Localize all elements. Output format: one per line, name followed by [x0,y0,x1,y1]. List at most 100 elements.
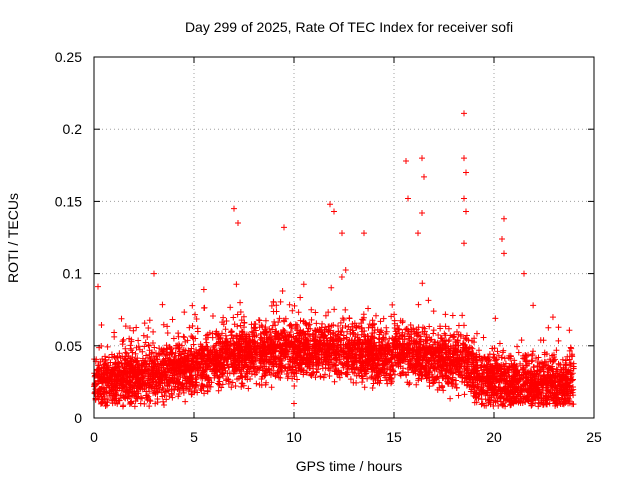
data-point [515,349,522,356]
data-point [313,368,320,375]
data-point [95,366,102,373]
data-point [98,322,105,329]
data-point [189,323,196,330]
data-point [197,355,204,362]
data-point [154,395,161,402]
data-point [163,396,170,403]
data-point [159,351,166,358]
data-point [436,353,443,360]
data-point [204,346,211,353]
data-point [395,336,402,343]
data-point [409,345,416,352]
data-point [98,367,105,374]
data-point [298,333,304,340]
data-point [456,371,463,378]
data-point [343,336,350,343]
data-point [562,360,569,367]
data-point [387,356,394,363]
data-point [330,346,337,353]
data-point [509,375,516,382]
data-point [496,394,503,401]
data-point [542,376,549,383]
data-point [369,317,376,324]
data-point [436,379,443,386]
data-point [556,389,563,396]
data-point [111,364,118,371]
data-point [463,367,470,374]
data-point [207,356,214,363]
data-point [377,318,384,325]
data-point [300,281,307,288]
data-point [118,359,125,366]
data-point [419,363,426,370]
data-point [106,371,113,378]
data-point [135,337,142,344]
data-point [416,333,423,340]
data-point [536,392,543,399]
data-point [222,332,229,339]
data-point [174,342,181,349]
data-point [376,331,383,338]
data-point [342,323,349,330]
data-point [332,367,339,374]
data-point [297,294,304,301]
data-point [567,361,574,368]
data-point [436,347,443,354]
data-point [186,324,193,331]
data-point [530,302,537,309]
data-point [530,348,537,355]
data-point [404,326,411,333]
data-point [475,347,482,354]
data-point [546,400,553,407]
data-point [390,362,397,369]
data-point [213,340,220,347]
data-point [228,328,235,335]
data-point [486,351,493,358]
data-point [564,394,571,401]
data-point [520,364,527,371]
data-point [392,328,399,335]
data-point [555,396,562,403]
data-point [172,344,179,351]
data-point [140,357,147,364]
data-point [144,392,151,399]
data-point [170,335,177,342]
data-point [220,314,227,321]
data-point [190,350,197,357]
data-point [413,330,420,337]
data-point [217,359,224,366]
data-point [459,312,466,319]
data-point [149,364,156,371]
data-point [230,314,237,321]
data-point [121,355,128,362]
data-point [237,322,244,329]
data-point [435,332,442,339]
data-point [398,332,405,339]
data-point [444,353,451,360]
data-point [540,337,547,344]
data-point [528,401,535,408]
data-point [172,383,179,390]
data-point [539,364,546,371]
data-point [274,369,281,376]
data-point [297,348,304,355]
data-point [312,309,319,316]
data-point [325,361,332,368]
data-point [188,333,195,340]
data-point [268,357,275,364]
data-point [420,354,427,361]
data-point [197,341,204,348]
data-point [482,396,489,403]
data-point [205,377,212,384]
data-point [536,400,543,407]
data-point [164,323,171,330]
data-point [514,343,521,350]
data-point [277,298,284,305]
data-point [394,352,401,359]
data-point [426,369,433,376]
data-point [543,361,550,368]
data-point [203,343,210,350]
data-point [221,365,228,372]
data-point [519,394,526,401]
